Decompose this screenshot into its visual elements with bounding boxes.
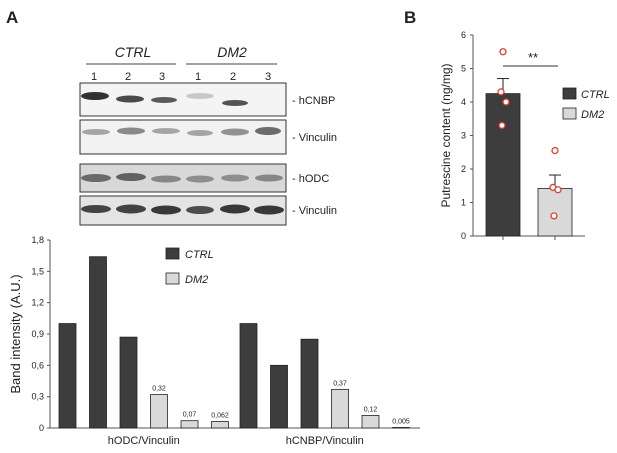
band (151, 97, 177, 103)
bar (300, 338, 319, 429)
band (221, 174, 249, 182)
band (186, 175, 214, 183)
data-point (498, 121, 506, 130)
y-tick-label: 0 (39, 423, 44, 433)
lane-label: 1 (91, 71, 97, 83)
blot-header: CTRL DM2 1 2 3 1 2 3 (86, 44, 277, 83)
y-tick-label: 0,6 (31, 360, 44, 370)
blot-label: - Vinculin (292, 205, 337, 217)
band (81, 92, 109, 100)
band (116, 173, 146, 181)
y-tick-label: 4 (461, 97, 466, 107)
band (117, 127, 145, 135)
blot-hodc: - hODC (79, 163, 329, 193)
band (221, 128, 249, 136)
legend-label: CTRL (581, 89, 610, 101)
band (220, 204, 250, 214)
legend-label: DM2 (581, 109, 604, 121)
y-tick-label: 1 (461, 198, 466, 208)
legend-swatch (165, 247, 180, 260)
data-point (554, 186, 562, 194)
band (222, 100, 248, 106)
band (255, 127, 281, 135)
data-point (550, 212, 558, 220)
data-point (551, 146, 559, 155)
band (152, 128, 180, 134)
legend-swatch (165, 272, 180, 285)
data-point (499, 48, 507, 56)
bar (392, 427, 410, 429)
bar (331, 388, 349, 429)
data-label: 0,37 (333, 380, 347, 387)
band (187, 130, 213, 136)
lane-label: 3 (265, 71, 271, 83)
y-tick-label: 3 (461, 131, 466, 141)
lane-label: 2 (125, 71, 131, 83)
band (81, 205, 111, 213)
data-label: 0,07 (183, 412, 197, 419)
bar (119, 336, 138, 429)
lane-label: 2 (230, 71, 236, 83)
bar (537, 188, 573, 237)
putrescine-chart: ** 0 1 2 3 4 5 6 Putrescine content (ng/mg) CTRL… (439, 30, 610, 241)
group-label-ctrl: CTRL (115, 44, 152, 60)
bar (180, 420, 199, 429)
y-tick-label: 1,2 (31, 298, 44, 308)
band (186, 206, 214, 214)
blot-vinculin-1: - Vinculin (79, 119, 337, 155)
data-label: 0,062 (211, 413, 229, 420)
bar (361, 415, 380, 429)
y-tick-label: 6 (461, 30, 466, 40)
y-tick-label: 1,5 (31, 266, 44, 276)
y-tick-label: 0,3 (31, 392, 44, 402)
legend-swatch (562, 87, 577, 100)
blot-label: - Vinculin (292, 132, 337, 144)
legend-label: CTRL (185, 249, 214, 261)
band (254, 205, 284, 215)
y-tick-label: 0,9 (31, 329, 44, 339)
significance-marker: ** (528, 50, 538, 65)
blot-label: - hODC (292, 173, 329, 185)
bar (270, 364, 288, 429)
band (116, 95, 144, 103)
bar (211, 421, 229, 429)
category-label: hODC/Vinculin (108, 435, 180, 447)
band (151, 175, 181, 183)
bar (58, 323, 77, 429)
y-axis-label: Band intensity (A.U.) (8, 274, 23, 393)
y-tick-label: 1,8 (31, 235, 44, 245)
y-axis-label: Putrescine content (ng/mg) (439, 63, 453, 207)
blot-hcnbp: - hCNBP (79, 82, 335, 117)
category-label: hCNBP/Vinculin (286, 435, 364, 447)
data-point (497, 88, 505, 96)
band (82, 129, 110, 135)
blot-vinculin-2: - Vinculin (79, 195, 337, 226)
data-point (502, 98, 510, 106)
data-label: 0,32 (152, 386, 166, 393)
y-tick-label: 5 (461, 64, 466, 74)
panel-b-label: B (404, 8, 416, 27)
band (255, 174, 283, 182)
band-intensity-chart: 0 0,3 0,6 0,9 1,2 1,5 1,8 Band intensity (A.U.)… (8, 235, 420, 447)
y-tick-label: 2 (461, 164, 466, 174)
lane-label: 1 (195, 71, 201, 83)
band (81, 174, 111, 182)
legend-label: DM2 (185, 274, 208, 286)
band (186, 93, 214, 99)
bar (150, 394, 168, 429)
bar (485, 93, 521, 237)
lane-label: 3 (159, 71, 165, 83)
band (151, 205, 181, 215)
blot-label: - hCNBP (292, 95, 335, 107)
data-label: 0,005 (392, 418, 410, 425)
panel-a-label: A (6, 8, 18, 27)
data-label: 0,12 (364, 406, 378, 413)
y-tick-label: 0 (461, 231, 466, 241)
group-label-dm2: DM2 (217, 44, 247, 60)
bar (89, 256, 107, 429)
legend-swatch (562, 107, 577, 120)
bar (239, 323, 258, 429)
band (116, 204, 146, 214)
